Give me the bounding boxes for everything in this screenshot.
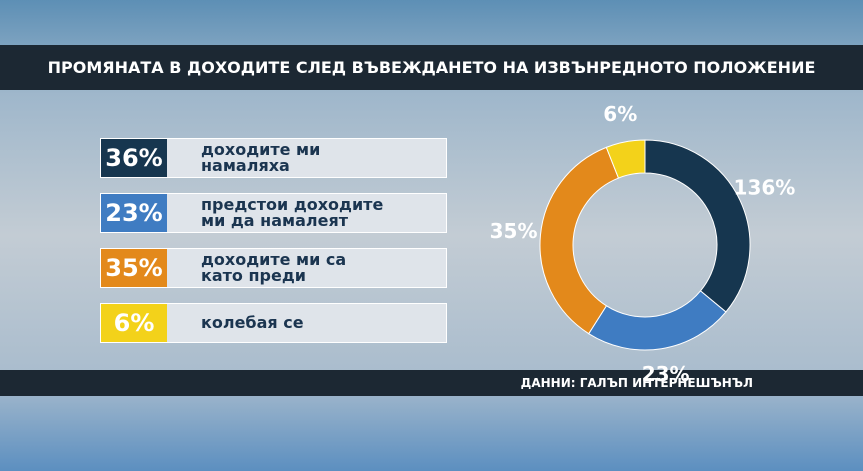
title-bar: ПРОМЯНАТА В ДОХОДИТЕ СЛЕД ВЪВЕЖДАНЕТО НА… xyxy=(0,45,863,90)
legend-value: 36% xyxy=(101,139,167,177)
slice-label: 6% xyxy=(603,102,637,126)
legend-value: 23% xyxy=(101,194,167,232)
legend-item: 36% доходите ми намаляха xyxy=(100,138,447,178)
source-bar: ДАННИ: ГАЛЪП ИНТЕРНЕШЪНЪЛ xyxy=(0,370,863,396)
legend-label: доходите ми намаляха xyxy=(167,139,446,177)
slice-label: 136% xyxy=(734,175,796,199)
legend-item: 35% доходите ми са като преди xyxy=(100,248,447,288)
slice-label: 35% xyxy=(490,219,538,243)
source: ДАННИ: ГАЛЪП ИНТЕРНЕШЪНЪЛ xyxy=(520,376,753,390)
slice xyxy=(605,139,646,179)
legend-value: 6% xyxy=(101,304,167,342)
chart-title: ПРОМЯНАТА В ДОХОДИТЕ СЛЕД ВЪВЕЖДАНЕТО НА… xyxy=(47,58,816,77)
slice xyxy=(588,290,727,351)
slice xyxy=(539,146,620,335)
legend-label: колебая се xyxy=(167,304,446,342)
legend-label: доходите ми са като преди xyxy=(167,249,446,287)
slice xyxy=(644,139,751,313)
legend-value: 35% xyxy=(101,249,167,287)
legend-item: 6% колебая се xyxy=(100,303,447,343)
slice-label: 23% xyxy=(642,362,690,386)
legend-label: предстои доходите ми да намалеят xyxy=(167,194,446,232)
legend-item: 23% предстои доходите ми да намалеят xyxy=(100,193,447,233)
